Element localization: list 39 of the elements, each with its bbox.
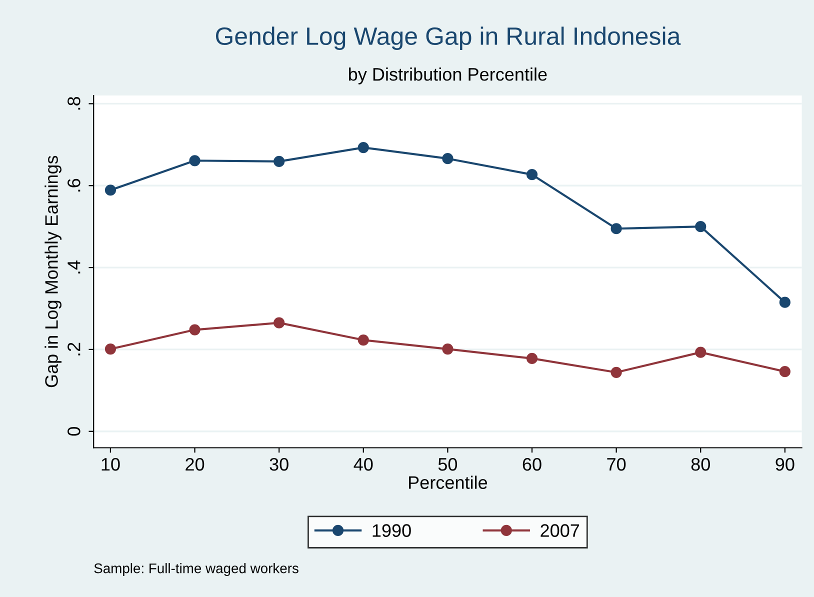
x-tick-label: 40 (354, 458, 373, 471)
point (104, 343, 116, 355)
chart-subtitle: by Distribution Percentile (349, 68, 547, 84)
point (442, 153, 454, 164)
point (442, 343, 454, 355)
x-tick-label: 10 (102, 458, 120, 471)
point (274, 317, 285, 328)
point (274, 156, 285, 168)
point (779, 366, 790, 378)
point (779, 296, 790, 308)
x-tick-label: 90 (776, 458, 794, 471)
x-tick-label: 70 (607, 458, 626, 471)
y-tick-label: .2 (68, 342, 80, 356)
point (358, 142, 369, 154)
x-tick-label: 80 (691, 458, 710, 471)
point (610, 223, 622, 234)
point (526, 352, 538, 364)
x-tick-label: 30 (270, 458, 288, 471)
x-tick-label: 50 (438, 458, 458, 471)
y-tick-label: .8 (68, 96, 80, 110)
point (610, 366, 622, 378)
point (358, 334, 369, 346)
y-tick-label: .4 (68, 260, 80, 274)
chart-title: Gender Log Wage Gap in Rural Indonesia (216, 26, 681, 50)
point (189, 324, 200, 336)
point (695, 221, 706, 232)
x-axis-title: Percentile (409, 476, 488, 489)
legend-label: 1990 (372, 524, 411, 537)
point (695, 346, 706, 358)
point (104, 184, 116, 196)
text: Sample: Full-time waged workers (94, 563, 298, 576)
x-tick-label: 20 (186, 458, 204, 471)
point (189, 155, 200, 166)
y-tick-label: .6 (68, 178, 80, 192)
x-tick-label: 60 (522, 458, 542, 471)
y-tick-label: 0 (68, 427, 80, 436)
y-axis-title: Gap in Log Monthly Earnings (44, 156, 62, 388)
point (526, 169, 538, 180)
legend-label: 2007 (540, 524, 580, 537)
